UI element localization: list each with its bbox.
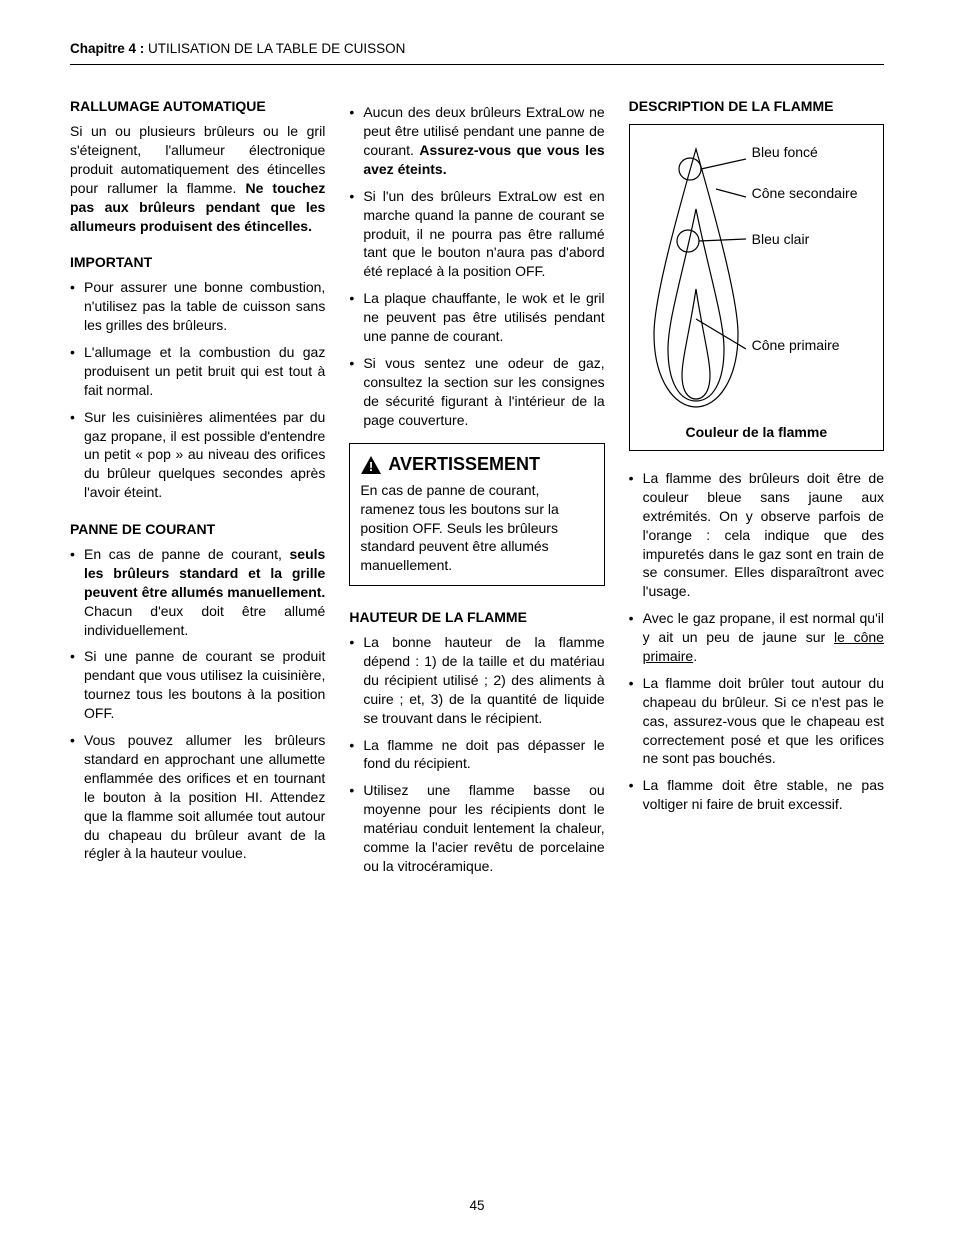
warning-title: ! AVERTISSEMENT xyxy=(360,452,593,476)
list-item: Avec le gaz propane, il est normal qu'il… xyxy=(629,609,884,666)
warning-title-text: AVERTISSEMENT xyxy=(388,452,540,476)
section-important: IMPORTANT Pour assurer une bonne combust… xyxy=(70,253,325,502)
warning-body: En cas de panne de courant, ramenez tous… xyxy=(360,481,593,575)
section-rallumage: RALLUMAGE AUTOMATIQUE Si un ou plusieurs… xyxy=(70,97,325,235)
flame-figure: Bleu foncé Cône secondaire Bleu clair Cô… xyxy=(629,124,884,451)
list-item: La flamme des brûleurs doit être de coul… xyxy=(629,469,884,601)
flame-caption: Couleur de la flamme xyxy=(640,423,873,442)
page-header: Chapitre 4 : UTILISATION DE LA TABLE DE … xyxy=(70,40,884,65)
list-item: Aucun des deux brûleurs ExtraLow ne peut… xyxy=(349,103,604,179)
svg-text:!: ! xyxy=(369,459,373,474)
list-item: Sur les cuisinières alimentées par du ga… xyxy=(70,408,325,502)
list-item: Si l'un des brûleurs ExtraLow est en mar… xyxy=(349,187,604,281)
heading-panne: PANNE DE COURANT xyxy=(70,520,325,539)
list-item: La plaque chauffante, le wok et le gril … xyxy=(349,289,604,346)
column-1: RALLUMAGE AUTOMATIQUE Si un ou plusieurs… xyxy=(70,97,325,894)
chapter-title: UTILISATION DE LA TABLE DE CUISSON xyxy=(144,41,405,56)
list-important: Pour assurer une bonne combustion, n'uti… xyxy=(70,278,325,502)
list-description: La flamme des brûleurs doit être de coul… xyxy=(629,469,884,814)
heading-rallumage: RALLUMAGE AUTOMATIQUE xyxy=(70,97,325,116)
heading-hauteur: HAUTEUR DE LA FLAMME xyxy=(349,608,604,627)
flame-svg xyxy=(646,139,746,409)
heading-important: IMPORTANT xyxy=(70,253,325,272)
list-item: La flamme doit être stable, ne pas volti… xyxy=(629,776,884,814)
list-item: Utilisez une flamme basse ou moyenne pou… xyxy=(349,781,604,875)
list-hauteur: La bonne hauteur de la flamme dépend : 1… xyxy=(349,633,604,876)
section-hauteur: HAUTEUR DE LA FLAMME La bonne hauteur de… xyxy=(349,608,604,876)
warning-icon: ! xyxy=(360,455,382,475)
column-3: DESCRIPTION DE LA FLAMME Bleu foncé Cône… xyxy=(629,97,884,894)
chapter-label: Chapitre 4 : xyxy=(70,41,144,56)
page-number: 45 xyxy=(0,1197,954,1215)
list-item: Vous pouvez allumer les brûleurs standar… xyxy=(70,731,325,863)
para-rallumage: Si un ou plusieurs brûleurs ou le gril s… xyxy=(70,122,325,235)
list-item: Si une panne de courant se produit penda… xyxy=(70,647,325,723)
column-2: Aucun des deux brûleurs ExtraLow ne peut… xyxy=(349,97,604,894)
list-item: Pour assurer une bonne combustion, n'uti… xyxy=(70,278,325,335)
list-item: En cas de panne de courant, seuls les br… xyxy=(70,545,325,639)
list-panne-cont: Aucun des deux brûleurs ExtraLow ne peut… xyxy=(349,103,604,429)
flame-label-bleu-fonce: Bleu foncé xyxy=(752,144,818,161)
flame-label-cone-primaire: Cône primaire xyxy=(752,337,840,354)
list-item: La bonne hauteur de la flamme dépend : 1… xyxy=(349,633,604,727)
list-item: L'allumage et la combustion du gaz produ… xyxy=(70,343,325,400)
flame-diagram: Bleu foncé Cône secondaire Bleu clair Cô… xyxy=(640,137,873,417)
flame-label-cone-secondaire: Cône secondaire xyxy=(752,185,858,202)
flame-label-bleu-clair: Bleu clair xyxy=(752,231,810,248)
list-item: Si vous sentez une odeur de gaz, consult… xyxy=(349,354,604,430)
heading-description: DESCRIPTION DE LA FLAMME xyxy=(629,97,884,116)
section-panne: PANNE DE COURANT En cas de panne de cour… xyxy=(70,520,325,863)
content-columns: RALLUMAGE AUTOMATIQUE Si un ou plusieurs… xyxy=(70,97,884,894)
list-panne: En cas de panne de courant, seuls les br… xyxy=(70,545,325,863)
list-item: La flamme doit brûler tout autour du cha… xyxy=(629,674,884,768)
list-item: La flamme ne doit pas dépasser le fond d… xyxy=(349,736,604,774)
warning-box: ! AVERTISSEMENT En cas de panne de coura… xyxy=(349,443,604,586)
